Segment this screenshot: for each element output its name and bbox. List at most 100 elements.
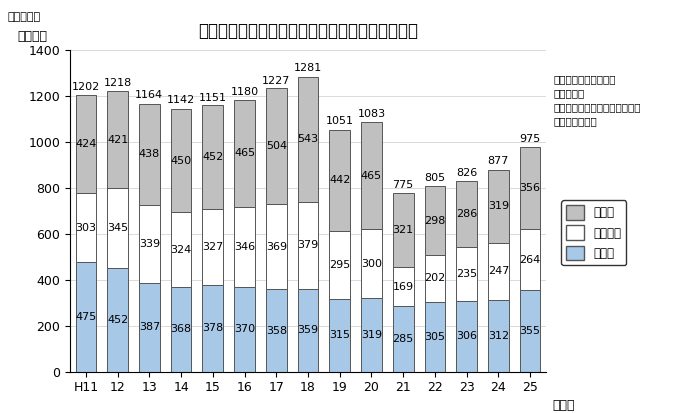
Text: 379: 379 bbox=[298, 240, 318, 251]
Text: 315: 315 bbox=[329, 330, 350, 340]
Text: 805: 805 bbox=[424, 173, 445, 183]
Text: 321: 321 bbox=[393, 225, 414, 235]
Text: 345: 345 bbox=[107, 223, 128, 233]
Text: 424: 424 bbox=[75, 139, 97, 149]
Bar bbox=[76, 95, 96, 193]
Text: 1202: 1202 bbox=[71, 82, 100, 92]
Bar bbox=[202, 105, 223, 209]
Bar bbox=[488, 170, 509, 243]
Y-axis label: （千戸）: （千戸） bbox=[17, 30, 47, 43]
Text: 975: 975 bbox=[519, 134, 541, 144]
Text: 324: 324 bbox=[170, 245, 192, 255]
Text: 475: 475 bbox=[75, 312, 97, 322]
Text: 1180: 1180 bbox=[230, 87, 258, 97]
Bar bbox=[107, 91, 128, 188]
Text: 370: 370 bbox=[234, 324, 255, 334]
Bar bbox=[520, 147, 540, 229]
Text: 202: 202 bbox=[424, 273, 446, 283]
Text: 826: 826 bbox=[456, 168, 477, 178]
Bar bbox=[107, 188, 128, 268]
Bar bbox=[456, 301, 477, 372]
Text: 306: 306 bbox=[456, 332, 477, 342]
Text: 295: 295 bbox=[329, 260, 351, 270]
Text: 378: 378 bbox=[202, 323, 223, 333]
Text: 504: 504 bbox=[266, 141, 287, 152]
Bar bbox=[139, 104, 160, 205]
Text: 438: 438 bbox=[139, 149, 160, 159]
Text: 1227: 1227 bbox=[262, 76, 290, 86]
Text: 国土交通省総合政策局
建設統計室
建築着工統計調査報告より引用
日本登記研究会: 国土交通省総合政策局 建設統計室 建築着工統計調査報告より引用 日本登記研究会 bbox=[553, 74, 640, 126]
Text: 368: 368 bbox=[171, 324, 192, 335]
Text: 247: 247 bbox=[488, 266, 509, 276]
Text: 450: 450 bbox=[171, 156, 192, 166]
Bar bbox=[361, 298, 382, 372]
Bar bbox=[330, 231, 350, 299]
Text: 356: 356 bbox=[519, 183, 540, 193]
Text: 543: 543 bbox=[298, 134, 318, 145]
Text: 319: 319 bbox=[361, 330, 382, 340]
Text: 327: 327 bbox=[202, 242, 223, 252]
Text: 1218: 1218 bbox=[104, 78, 132, 88]
Bar bbox=[76, 193, 96, 262]
Text: 421: 421 bbox=[107, 135, 128, 145]
Bar bbox=[361, 229, 382, 298]
Text: 452: 452 bbox=[202, 152, 223, 162]
Text: 346: 346 bbox=[234, 242, 255, 252]
Bar bbox=[266, 88, 286, 204]
Text: 235: 235 bbox=[456, 269, 477, 279]
Bar bbox=[456, 181, 477, 247]
Bar bbox=[393, 193, 414, 267]
Bar bbox=[425, 255, 445, 301]
Text: 359: 359 bbox=[298, 325, 318, 335]
Bar bbox=[298, 77, 318, 202]
Text: 300: 300 bbox=[361, 259, 382, 269]
Bar bbox=[171, 109, 191, 212]
Text: 877: 877 bbox=[488, 157, 509, 166]
Bar bbox=[330, 130, 350, 231]
Text: 355: 355 bbox=[519, 326, 540, 336]
Text: 452: 452 bbox=[107, 315, 128, 325]
Text: 319: 319 bbox=[488, 202, 509, 211]
Text: 1051: 1051 bbox=[326, 116, 354, 126]
Bar bbox=[456, 247, 477, 301]
Text: 1281: 1281 bbox=[294, 64, 322, 74]
Bar bbox=[139, 282, 160, 372]
Bar bbox=[298, 202, 318, 289]
Bar bbox=[425, 186, 445, 255]
Legend: 賃　家, 分譲住宅, 持　家: 賃 家, 分譲住宅, 持 家 bbox=[561, 200, 626, 265]
Bar bbox=[520, 229, 540, 290]
Text: 369: 369 bbox=[266, 242, 287, 252]
Text: 339: 339 bbox=[139, 239, 160, 249]
Bar bbox=[234, 207, 255, 287]
Bar bbox=[171, 287, 191, 372]
Bar bbox=[393, 267, 414, 306]
Bar bbox=[202, 285, 223, 372]
Bar bbox=[266, 204, 286, 290]
Bar bbox=[425, 301, 445, 372]
Text: 775: 775 bbox=[393, 180, 414, 190]
Text: 465: 465 bbox=[361, 171, 382, 181]
Text: 資料７－５: 資料７－５ bbox=[7, 12, 40, 22]
Bar bbox=[107, 268, 128, 372]
Title: 新設住宅着工戸数の推移（総戸数，利用関係別）: 新設住宅着工戸数の推移（総戸数，利用関係別） bbox=[198, 21, 418, 40]
Text: 1083: 1083 bbox=[358, 109, 386, 119]
Bar bbox=[139, 205, 160, 282]
Text: 358: 358 bbox=[266, 325, 287, 335]
Text: 303: 303 bbox=[76, 223, 97, 233]
Bar bbox=[488, 243, 509, 300]
Bar bbox=[520, 290, 540, 372]
Text: 285: 285 bbox=[393, 334, 414, 344]
Bar bbox=[330, 299, 350, 372]
Text: 1142: 1142 bbox=[167, 95, 195, 105]
Text: 298: 298 bbox=[424, 216, 446, 226]
Text: 1164: 1164 bbox=[135, 90, 163, 100]
Text: 305: 305 bbox=[424, 332, 445, 342]
Bar bbox=[393, 306, 414, 372]
Text: 169: 169 bbox=[393, 282, 414, 292]
Bar bbox=[171, 212, 191, 287]
Text: 465: 465 bbox=[234, 148, 255, 159]
Bar bbox=[298, 289, 318, 372]
Text: （年）: （年） bbox=[552, 399, 575, 412]
Text: 387: 387 bbox=[139, 322, 160, 332]
Bar bbox=[361, 122, 382, 229]
